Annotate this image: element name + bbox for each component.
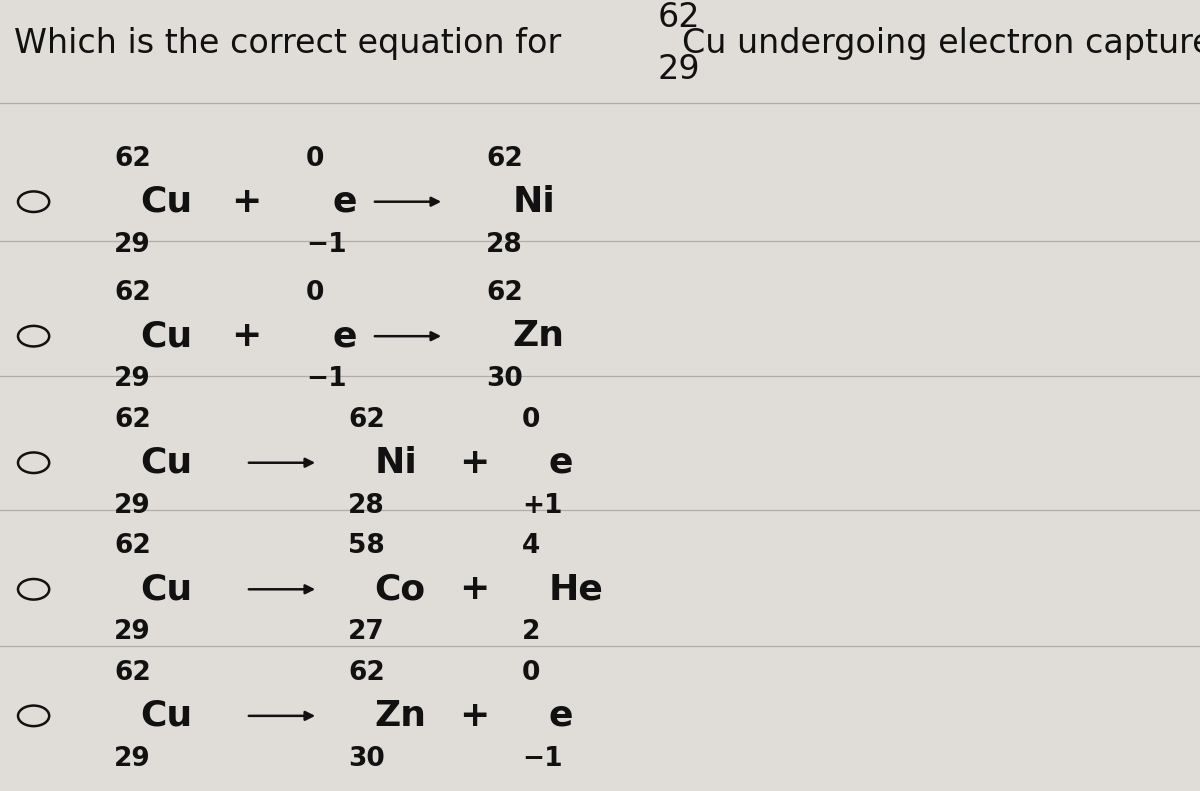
Text: 62: 62 (114, 280, 151, 306)
Text: Co: Co (374, 573, 426, 606)
Text: 4: 4 (522, 533, 540, 559)
Text: Which is the correct equation for: Which is the correct equation for (14, 27, 562, 60)
Text: 0: 0 (522, 407, 540, 433)
Text: 29: 29 (658, 53, 701, 86)
Text: 29: 29 (114, 619, 151, 645)
Text: 62: 62 (348, 660, 385, 686)
Text: 0: 0 (522, 660, 540, 686)
Text: Cu: Cu (140, 320, 192, 353)
Text: 62: 62 (114, 146, 151, 172)
Text: 27: 27 (348, 619, 385, 645)
Text: 62: 62 (114, 660, 151, 686)
Text: 30: 30 (486, 366, 523, 392)
Text: +: + (230, 320, 262, 353)
Text: Zn: Zn (374, 699, 426, 732)
Text: Cu undergoing electron capture?: Cu undergoing electron capture? (682, 27, 1200, 60)
Text: 30: 30 (348, 746, 385, 772)
Text: Cu: Cu (140, 185, 192, 218)
Text: 29: 29 (114, 232, 151, 258)
Text: Cu: Cu (140, 446, 192, 479)
Text: e: e (548, 699, 572, 732)
Text: +: + (230, 185, 262, 218)
Text: −1: −1 (522, 746, 563, 772)
Text: 0: 0 (306, 280, 324, 306)
Text: 62: 62 (114, 407, 151, 433)
Text: Cu: Cu (140, 573, 192, 606)
Text: 29: 29 (114, 746, 151, 772)
Text: −1: −1 (306, 366, 347, 392)
Text: +: + (458, 446, 490, 479)
Text: 29: 29 (114, 366, 151, 392)
Text: Ni: Ni (512, 185, 556, 218)
Text: Cu: Cu (140, 699, 192, 732)
Text: 0: 0 (306, 146, 324, 172)
Text: +1: +1 (522, 493, 563, 519)
Text: 29: 29 (114, 493, 151, 519)
Text: 62: 62 (114, 533, 151, 559)
Text: +: + (458, 573, 490, 606)
Text: 28: 28 (486, 232, 523, 258)
Text: 28: 28 (348, 493, 385, 519)
Text: 62: 62 (486, 280, 523, 306)
Text: 58: 58 (348, 533, 385, 559)
Text: He: He (548, 573, 604, 606)
Text: 62: 62 (486, 146, 523, 172)
Text: e: e (548, 446, 572, 479)
Text: e: e (332, 320, 356, 353)
Text: e: e (332, 185, 356, 218)
Text: 62: 62 (348, 407, 385, 433)
Text: 62: 62 (658, 1, 701, 34)
Text: Zn: Zn (512, 320, 564, 353)
Text: −1: −1 (306, 232, 347, 258)
Text: +: + (458, 699, 490, 732)
Text: Ni: Ni (374, 446, 418, 479)
Text: 2: 2 (522, 619, 540, 645)
